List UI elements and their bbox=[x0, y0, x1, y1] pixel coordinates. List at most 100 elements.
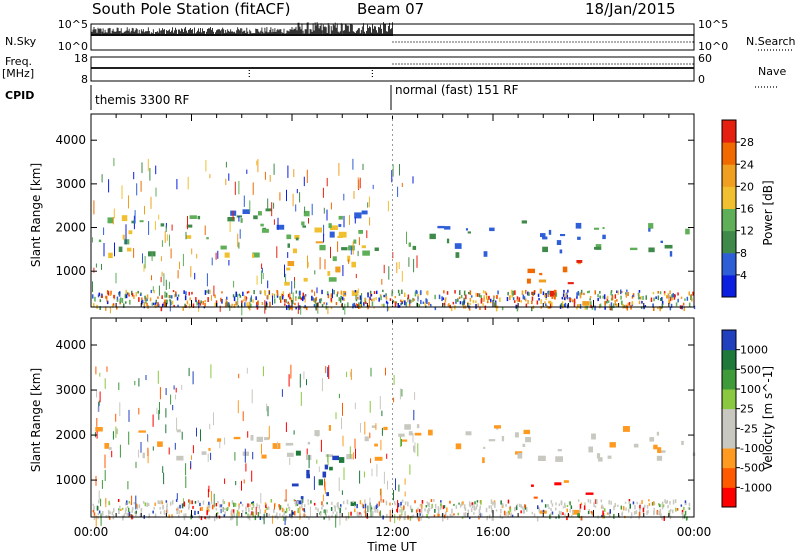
heatmap-cell bbox=[416, 511, 418, 517]
heatmap-cell bbox=[182, 306, 184, 311]
heatmap-cell bbox=[376, 290, 378, 294]
heatmap-cell bbox=[245, 463, 247, 472]
heatmap-cell bbox=[228, 260, 230, 266]
heatmap-cell bbox=[138, 430, 146, 433]
heatmap-cell bbox=[393, 374, 395, 385]
heatmap-cell bbox=[547, 293, 549, 297]
heatmap-cell bbox=[341, 296, 344, 301]
heatmap-cell bbox=[238, 511, 240, 517]
heatmap-cell bbox=[599, 303, 602, 307]
heatmap-cell bbox=[611, 295, 614, 301]
heatmap-cell bbox=[256, 302, 258, 306]
heatmap-cell bbox=[131, 290, 133, 295]
heatmap-cell bbox=[446, 515, 449, 521]
heatmap-cell bbox=[594, 305, 596, 311]
heatmap-cell bbox=[475, 304, 477, 309]
heatmap-cell bbox=[330, 306, 333, 310]
heatmap-cell bbox=[322, 504, 324, 507]
heatmap-cell bbox=[634, 505, 636, 510]
heatmap-cell bbox=[267, 198, 269, 209]
heatmap-cell bbox=[191, 291, 193, 295]
heatmap-cell bbox=[551, 302, 553, 307]
heatmap-cell bbox=[349, 371, 351, 377]
heatmap-cell bbox=[359, 295, 362, 300]
heatmap-cell bbox=[146, 294, 149, 299]
heatmap-cell bbox=[358, 230, 363, 234]
heatmap-cell bbox=[455, 299, 458, 303]
heatmap-cell bbox=[249, 200, 251, 212]
heatmap-cell bbox=[323, 516, 325, 520]
heatmap-cell bbox=[608, 513, 611, 518]
velocity-cbar-label: Velocity [m s^-1] bbox=[761, 366, 775, 470]
heatmap-cell bbox=[134, 210, 136, 224]
heatmap-cell bbox=[326, 177, 328, 187]
heatmap-cell bbox=[471, 502, 473, 506]
heatmap-cell bbox=[328, 223, 332, 229]
colorbar-swatch bbox=[722, 230, 736, 254]
heatmap-cell bbox=[228, 502, 230, 507]
heatmap-cell bbox=[479, 507, 481, 510]
heatmap-cell bbox=[252, 182, 254, 195]
heatmap-cell bbox=[389, 509, 391, 522]
heatmap-cell bbox=[282, 508, 285, 512]
heatmap-cell bbox=[672, 509, 674, 514]
heatmap-cell bbox=[490, 499, 493, 504]
heatmap-cell bbox=[285, 273, 287, 283]
heatmap-cell bbox=[408, 303, 411, 307]
colorbar-label: -1000 bbox=[740, 481, 772, 494]
heatmap-cell bbox=[97, 512, 100, 516]
freq-ytick-right: 60 bbox=[698, 52, 712, 65]
heatmap-cell bbox=[611, 306, 613, 310]
heatmap-cell bbox=[315, 507, 317, 510]
heatmap-cell bbox=[487, 298, 489, 302]
heatmap-cell bbox=[351, 290, 359, 296]
heatmap-cell bbox=[316, 459, 318, 464]
heatmap-cell bbox=[282, 516, 285, 521]
heatmap-cell bbox=[476, 503, 478, 507]
heatmap-cell bbox=[518, 297, 521, 302]
heatmap-cell bbox=[664, 244, 673, 249]
heatmap-cell bbox=[285, 511, 287, 514]
heatmap-cell bbox=[301, 503, 303, 508]
heatmap-cell bbox=[152, 414, 154, 427]
heatmap-cell bbox=[670, 295, 673, 299]
heatmap-cell bbox=[628, 302, 631, 306]
heatmap-cell bbox=[387, 480, 388, 490]
heatmap-cell bbox=[555, 456, 563, 462]
heatmap-cell bbox=[128, 195, 129, 209]
heatmap-cell bbox=[524, 504, 526, 508]
heatmap-cell bbox=[105, 295, 107, 299]
heatmap-cell bbox=[230, 510, 233, 514]
heatmap-cell bbox=[512, 297, 515, 301]
heatmap-cell bbox=[533, 496, 538, 499]
heatmap-cell bbox=[351, 261, 356, 268]
heatmap-cell bbox=[243, 295, 245, 302]
heatmap-cell bbox=[116, 306, 118, 310]
heatmap-cell bbox=[516, 306, 519, 312]
heatmap-cell bbox=[501, 516, 504, 519]
heatmap-cell bbox=[262, 516, 264, 521]
heatmap-cell bbox=[404, 478, 406, 485]
heatmap-cell bbox=[528, 292, 530, 296]
heatmap-cell bbox=[279, 513, 281, 516]
heatmap-cell bbox=[416, 255, 418, 268]
heatmap-cell bbox=[186, 235, 192, 239]
heatmap-cell bbox=[641, 300, 643, 304]
heatmap-cell bbox=[335, 514, 337, 528]
heatmap-cell bbox=[188, 499, 190, 503]
heatmap-cell bbox=[226, 296, 228, 300]
heatmap-cell bbox=[297, 296, 300, 300]
heatmap-cell bbox=[542, 246, 548, 253]
heatmap-cell bbox=[166, 503, 168, 508]
heatmap-cell bbox=[402, 508, 405, 512]
heatmap-cell bbox=[386, 302, 389, 305]
heatmap-cell bbox=[661, 300, 664, 305]
heatmap-cell bbox=[509, 295, 511, 300]
heatmap-cell bbox=[126, 500, 128, 505]
heatmap-cell bbox=[381, 427, 383, 436]
heatmap-cell bbox=[286, 267, 291, 271]
heatmap-cell bbox=[93, 505, 95, 509]
heatmap-cell bbox=[477, 303, 479, 308]
heatmap-cell bbox=[96, 418, 98, 427]
